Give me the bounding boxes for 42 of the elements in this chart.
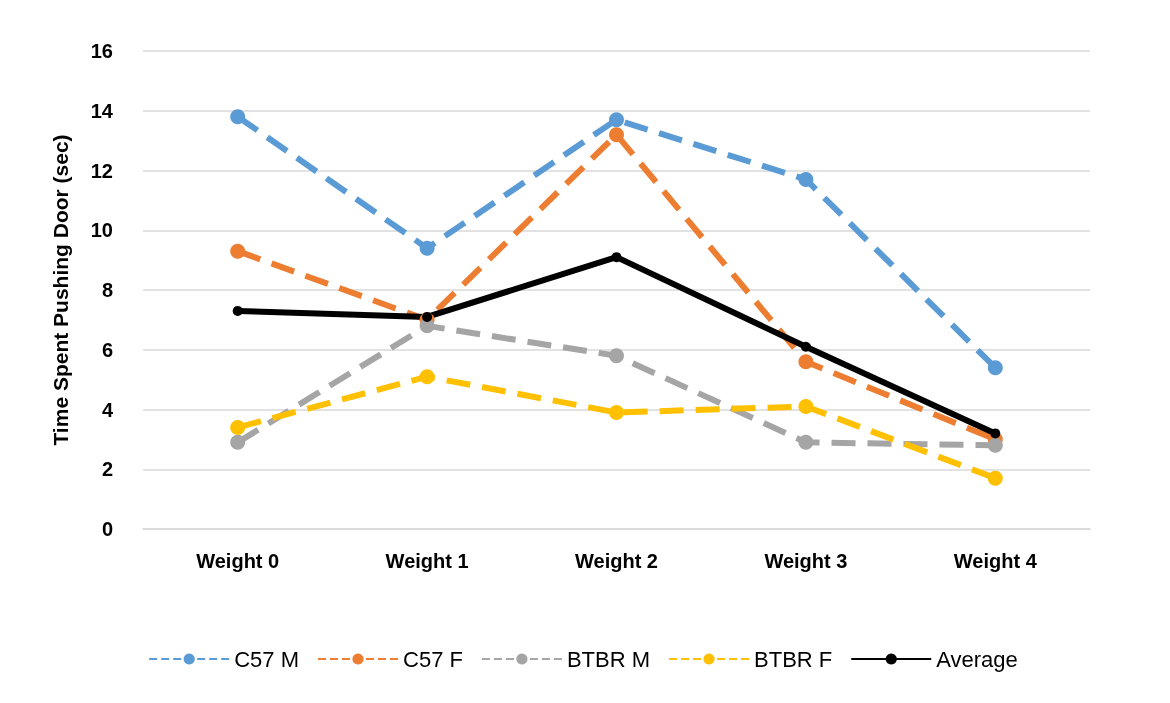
point [419, 240, 435, 256]
legend-label: Average [936, 646, 1018, 672]
point [798, 434, 814, 450]
point [609, 348, 624, 364]
y-axis-title: Time Spent Pushing Door (sec) [49, 134, 72, 446]
y-tick-label: 0 [101, 518, 113, 540]
point [230, 419, 246, 435]
point [230, 434, 246, 450]
point [609, 112, 624, 128]
point [232, 305, 243, 316]
point [609, 404, 624, 420]
x-tick-label: Weight 2 [575, 550, 658, 572]
point [990, 428, 1001, 439]
point [798, 171, 814, 187]
y-tick-label: 14 [90, 99, 114, 122]
point [230, 243, 246, 259]
legend-label: BTBR M [566, 646, 651, 672]
point [611, 252, 622, 263]
y-tick-label: 6 [101, 338, 113, 361]
legend-label: BTBR F [754, 646, 833, 672]
x-tick-label: Weight 4 [953, 550, 1038, 572]
y-tick-label: 8 [101, 279, 113, 301]
legend-label: C57 F [403, 646, 463, 672]
point [798, 399, 814, 415]
point [419, 369, 435, 385]
x-tick-label: Weight 0 [196, 550, 280, 572]
y-tick-label: 4 [101, 398, 114, 421]
legend-label: C57 M [234, 646, 299, 672]
y-tick-label: 10 [90, 219, 113, 242]
point [422, 311, 433, 322]
y-tick-label: 12 [90, 159, 113, 182]
point [800, 341, 811, 352]
y-tick-label: 2 [101, 458, 113, 481]
point [987, 470, 1003, 486]
point [987, 437, 1003, 453]
point [609, 127, 624, 143]
x-tick-label: Weight 3 [764, 550, 848, 572]
x-tick-label: Weight 1 [385, 550, 469, 572]
point [230, 109, 246, 125]
y-tick-label: 16 [90, 40, 113, 62]
point [798, 354, 814, 370]
point [987, 360, 1003, 376]
